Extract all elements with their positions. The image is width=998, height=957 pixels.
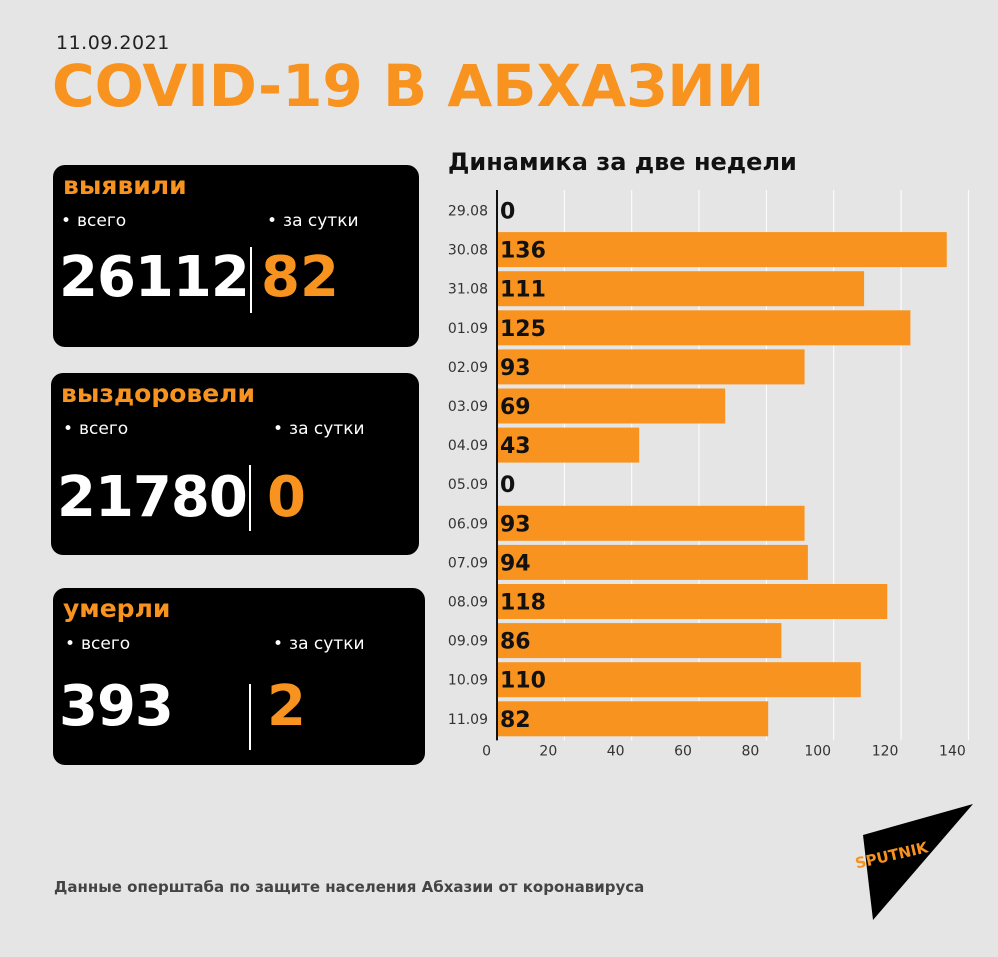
- sputnik-logo: SPUTNIK: [854, 804, 973, 920]
- tick-label: 100: [804, 743, 831, 759]
- total-label: всего: [61, 211, 126, 231]
- category-label: 02.09: [448, 360, 488, 376]
- total-label: всего: [63, 419, 128, 439]
- total-value: 21780: [57, 465, 248, 530]
- page-title: COVID-19 В АБХАЗИИ: [52, 52, 765, 120]
- data-label: 118: [500, 591, 546, 616]
- category-label: 06.09: [448, 516, 488, 532]
- category-label: 04.09: [448, 438, 488, 454]
- data-label: 0: [500, 473, 515, 498]
- bar: [497, 427, 640, 463]
- data-label: 94: [500, 551, 531, 576]
- category-label: 03.09: [448, 399, 488, 415]
- tick-label: 40: [607, 743, 625, 759]
- divider: [249, 684, 251, 750]
- card-title: умерли: [63, 594, 171, 623]
- deaths-card: умерли всего за сутки 393 2: [53, 588, 425, 765]
- bar: [497, 662, 861, 698]
- data-label: 86: [500, 630, 531, 655]
- total-value: 26112: [59, 245, 250, 310]
- bar: [497, 505, 805, 541]
- data-label: 110: [500, 669, 546, 694]
- total-value: 393: [59, 674, 174, 739]
- bar: [497, 310, 911, 346]
- data-label: 93: [500, 356, 531, 381]
- data-label: 82: [500, 708, 531, 733]
- data-label: 69: [500, 395, 531, 420]
- bar: [497, 349, 805, 385]
- category-label: 11.09: [448, 712, 488, 728]
- category-label: 01.09: [448, 321, 488, 337]
- tick-label: 0: [482, 743, 491, 759]
- bar-chart: 0 29.08 136 30.08 111 31.08 125 01.09 93 02.09 69 0…: [448, 190, 969, 759]
- data-label: 0: [500, 200, 515, 225]
- bar: [497, 271, 865, 307]
- bar: [497, 232, 947, 268]
- data-label: 43: [500, 434, 531, 459]
- card-title: выявили: [63, 171, 187, 200]
- tick-label: 80: [741, 743, 759, 759]
- source-note: Данные оперштаба по защите населения Абх…: [54, 878, 645, 896]
- bar: [497, 623, 782, 659]
- day-value: 82: [261, 245, 339, 310]
- divider: [250, 247, 252, 313]
- category-label: 31.08: [448, 282, 488, 298]
- category-label: 07.09: [448, 555, 488, 571]
- chart-title: Динамика за две недели: [448, 148, 797, 176]
- card-title: выздоровели: [61, 379, 255, 408]
- recovered-card: выздоровели всего за сутки 21780 0: [51, 373, 419, 555]
- day-value: 0: [267, 465, 306, 530]
- data-label: 125: [500, 317, 546, 342]
- bar: [497, 388, 726, 424]
- category-label: 05.09: [448, 477, 488, 493]
- tick-label: 60: [674, 743, 692, 759]
- data-label: 93: [500, 512, 531, 537]
- tick-label: 20: [539, 743, 557, 759]
- day-label: за сутки: [267, 211, 359, 231]
- data-label: 111: [500, 278, 546, 303]
- category-label: 08.09: [448, 595, 488, 611]
- day-value: 2: [267, 674, 306, 739]
- category-label: 29.08: [448, 204, 488, 220]
- day-label: за сутки: [273, 419, 365, 439]
- day-label: за сутки: [273, 634, 365, 654]
- bar: [497, 544, 808, 580]
- bar: [497, 584, 888, 619]
- category-label: 30.08: [448, 243, 488, 259]
- tick-label: 120: [872, 743, 899, 759]
- divider: [249, 465, 251, 531]
- tick-label: 140: [939, 743, 966, 759]
- detected-card: выявили всего за сутки 26112 82: [53, 165, 419, 347]
- total-label: всего: [65, 634, 130, 654]
- category-label: 09.09: [448, 634, 488, 650]
- category-label: 10.09: [448, 673, 488, 689]
- data-label: 136: [500, 239, 546, 264]
- date: 11.09.2021: [56, 32, 170, 54]
- bar: [497, 701, 769, 737]
